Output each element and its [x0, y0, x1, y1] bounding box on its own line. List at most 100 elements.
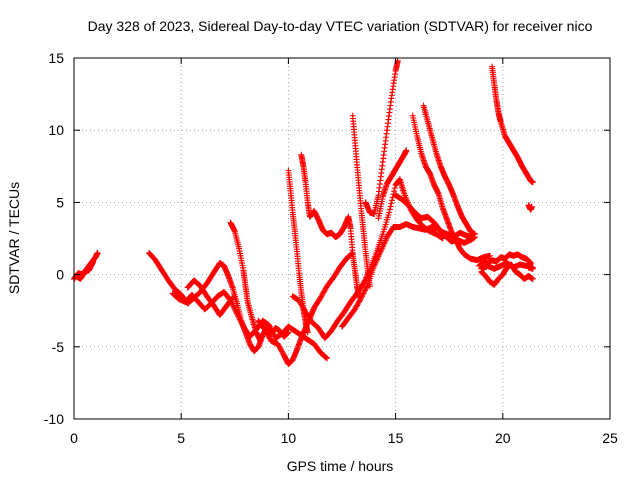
data-point [319, 290, 326, 297]
chart-title: Day 328 of 2023, Sidereal Day-to-day VTE… [88, 18, 593, 34]
data-point [297, 300, 304, 307]
data-point [298, 301, 305, 308]
data-point [266, 323, 273, 330]
data-point [351, 306, 358, 313]
data-point [363, 284, 370, 291]
data-point [275, 342, 282, 349]
data-point [361, 288, 368, 295]
series-arc-5 [184, 277, 236, 319]
x-tick-labels: 0 5 10 15 20 25 [70, 430, 618, 446]
data-point [359, 293, 366, 300]
data-point [266, 334, 273, 341]
series-arc-4 [169, 288, 330, 362]
data-point [321, 288, 328, 295]
data-point [366, 283, 373, 290]
x-axis-label: GPS time / hours [287, 458, 394, 474]
data-point [276, 343, 283, 350]
data-point [238, 320, 245, 327]
data-point [94, 249, 101, 256]
data-point [268, 327, 275, 334]
series-arc-9 [298, 151, 363, 301]
y-tick-label: -5 [52, 339, 65, 355]
data-point [361, 287, 368, 294]
x-tick-label: 0 [70, 430, 78, 446]
data-point [257, 338, 264, 345]
plot-frame [73, 57, 611, 420]
grid [74, 58, 610, 419]
data-point [263, 329, 270, 336]
data-point [320, 289, 327, 296]
data-point [358, 294, 365, 301]
data-point [391, 188, 398, 195]
data-point [353, 303, 360, 310]
data-point [471, 231, 478, 238]
series-arc-15 [392, 192, 476, 241]
data-point [270, 330, 277, 337]
series-arc-16 [409, 112, 493, 264]
data-point [318, 293, 325, 300]
data-point [529, 275, 536, 282]
data-point [388, 200, 395, 207]
y-tick-label: 10 [48, 122, 64, 138]
x-tick-label: 5 [177, 430, 185, 446]
data-point [299, 304, 306, 311]
data-point [354, 302, 361, 309]
data-point [278, 348, 285, 355]
data-point [304, 329, 311, 336]
y-axis-label: SDTVAR / TECUs [6, 182, 22, 294]
data-point [274, 340, 281, 347]
axis-ticks [73, 57, 611, 420]
data-point [229, 301, 236, 308]
data-point [276, 344, 283, 351]
series-arc-19 [525, 202, 535, 213]
series-arc-13 [362, 57, 401, 217]
data-point [239, 322, 246, 329]
series-arc-12 [349, 112, 373, 290]
data-point [264, 331, 271, 338]
data-point [267, 325, 274, 332]
data-point [90, 258, 97, 265]
y-tick-label: 15 [48, 50, 64, 66]
y-tick-labels: -10 -5 0 5 10 15 [44, 50, 64, 427]
data-point [230, 303, 237, 310]
data-point [261, 326, 268, 333]
data-point [323, 355, 330, 362]
data-point [386, 209, 393, 216]
data-points [71, 57, 536, 368]
data-point [300, 305, 307, 312]
data-point [361, 278, 368, 285]
data-point [236, 314, 243, 321]
data-point [296, 297, 303, 304]
data-point [391, 185, 398, 192]
data-point [231, 304, 238, 311]
data-point [528, 203, 535, 210]
data-point [265, 332, 272, 339]
data-point [268, 326, 275, 333]
y-tick-label: 0 [56, 267, 64, 283]
data-point [359, 291, 366, 298]
data-point [529, 264, 536, 271]
data-point [235, 313, 242, 320]
data-point [279, 349, 286, 356]
data-point [232, 307, 239, 314]
data-point [236, 316, 243, 323]
data-point [486, 252, 493, 259]
x-tick-label: 10 [281, 430, 297, 446]
x-tick-label: 15 [388, 430, 404, 446]
data-point [269, 329, 276, 336]
data-point [238, 319, 245, 326]
data-point [354, 301, 361, 308]
data-point [389, 197, 396, 204]
y-tick-label: 5 [56, 194, 64, 210]
data-point [318, 292, 325, 299]
data-point [278, 347, 285, 354]
data-point [355, 299, 362, 306]
series-arc-14 [375, 147, 410, 222]
data-point [231, 306, 238, 313]
data-point [362, 286, 369, 293]
data-point [360, 290, 367, 297]
data-point [285, 329, 292, 336]
data-point [298, 302, 305, 309]
data-point [317, 294, 324, 301]
data-point [233, 310, 240, 317]
